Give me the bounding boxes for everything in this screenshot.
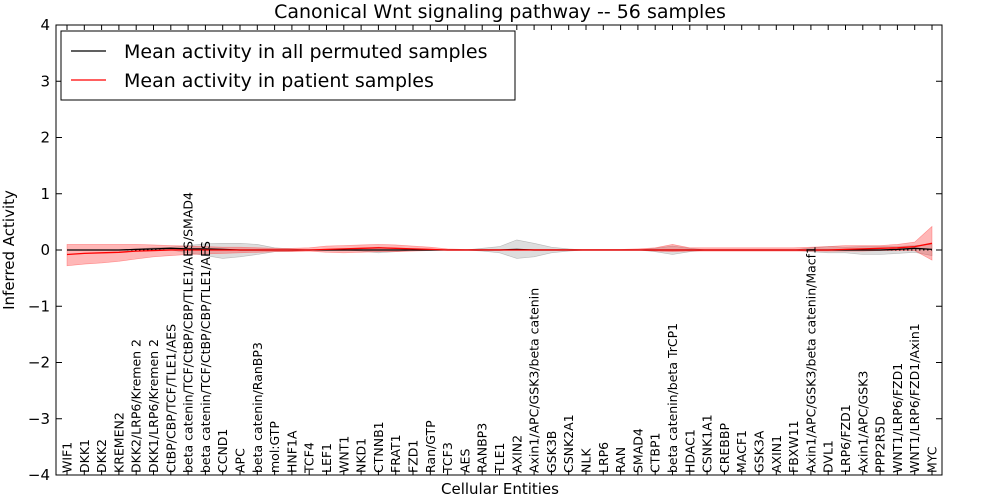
series-lines bbox=[66, 242, 933, 256]
x-tick-label: mol:GTP bbox=[267, 421, 282, 473]
x-tick-label: TCF3 bbox=[440, 442, 455, 474]
x-tick-label: beta catenin/RanBP3 bbox=[250, 342, 265, 473]
x-tick-label: Axin1/APC/GSK3/beta catenin/Macf1 bbox=[803, 246, 818, 473]
y-tick-label: −2 bbox=[28, 354, 50, 372]
x-tick-label: Ran/GTP bbox=[423, 420, 438, 473]
y-ticks: −4 −3 −2 −1 0 1 2 3 4 bbox=[28, 16, 942, 484]
x-tick-label: AXIN2 bbox=[509, 435, 524, 473]
legend: Mean activity in all permuted samples Mea… bbox=[60, 30, 516, 101]
x-tick-label: NLK bbox=[579, 448, 594, 473]
x-tick-label: DKK2/LRP6/Kremen 2 bbox=[129, 339, 144, 473]
x-tick-label: CCND1 bbox=[215, 429, 230, 473]
legend-label-1: Mean activity in all permuted samples bbox=[124, 41, 487, 63]
x-tick-label: beta catenin/TCF/CtBP/CBP/TLE1/AES/SMAD4 bbox=[181, 192, 196, 473]
series-line-2 bbox=[66, 242, 933, 256]
x-tick-label: PPP2R5D bbox=[873, 416, 888, 473]
legend-box bbox=[60, 30, 516, 101]
x-tick-label: WIF1 bbox=[60, 442, 75, 473]
x-tick-label: TCF4 bbox=[302, 442, 317, 474]
x-tick-label: DKK2 bbox=[94, 439, 109, 473]
x-ticks: WIF1 DKK1 DKK2 KREMEN2 DKK2/LRP6/Kremen 2 DKK… bbox=[60, 25, 940, 475]
x-tick-label: LRP6/FZD1 bbox=[838, 404, 853, 473]
x-tick-label: CSNK1A1 bbox=[700, 414, 715, 473]
y-tick-label: −1 bbox=[28, 297, 50, 315]
x-tick-label: Axin1/APC/GSK3 bbox=[855, 371, 870, 473]
x-tick-label: AXIN1 bbox=[769, 435, 784, 473]
x-tick-label: LRP6 bbox=[596, 442, 611, 473]
y-tick-label: −4 bbox=[28, 466, 50, 484]
x-tick-label: NKD1 bbox=[354, 438, 369, 473]
y-axis-label: Inferred Activity bbox=[0, 190, 18, 310]
x-tick-label: FRAT1 bbox=[388, 434, 403, 473]
x-tick-label: FZD1 bbox=[406, 440, 421, 473]
x-tick-label: CREBBP bbox=[717, 423, 732, 473]
y-tick-label: 0 bbox=[40, 241, 50, 259]
legend-label-2: Mean activity in patient samples bbox=[124, 70, 434, 92]
confidence-bands bbox=[66, 225, 933, 267]
x-tick-label: WNT1/LRP6/FZD1/Axin1 bbox=[907, 323, 922, 473]
x-tick-label: APC bbox=[233, 448, 248, 473]
x-tick-label: MACF1 bbox=[734, 430, 749, 473]
x-tick-label: HDAC1 bbox=[682, 429, 697, 473]
x-tick-label: GSK3B bbox=[544, 431, 559, 473]
chart-title: Canonical Wnt signaling pathway -- 56 sa… bbox=[274, 1, 726, 23]
y-tick-label: 1 bbox=[40, 185, 50, 203]
y-tick-label: 3 bbox=[40, 72, 50, 90]
y-tick-label: 2 bbox=[40, 129, 50, 147]
x-tick-label: beta catenin/TCF/CtBP/CBP/TLE1/AES bbox=[198, 241, 213, 473]
x-tick-label: Axin1/APC/GSK3/beta catenin bbox=[527, 288, 542, 473]
x-tick-label: RANBP3 bbox=[475, 423, 490, 473]
x-axis-label: Cellular Entities bbox=[441, 480, 559, 498]
x-tick-label: FBXW11 bbox=[786, 420, 801, 473]
y-tick-label: −3 bbox=[28, 410, 50, 428]
x-tick-label: WNT1/LRP6/FZD1 bbox=[890, 363, 905, 473]
x-tick-label: CtBP/CBP/TCF/TLE1/AES bbox=[163, 324, 178, 473]
x-tick-label: LEF1 bbox=[319, 443, 334, 473]
confidence-band-2 bbox=[66, 225, 933, 267]
x-tick-label: DKK1/LRP6/Kremen 2 bbox=[146, 339, 161, 473]
x-tick-label: KREMEN2 bbox=[111, 412, 126, 473]
x-tick-label: GSK3A bbox=[752, 430, 767, 473]
x-tick-label: TLE1 bbox=[492, 443, 507, 474]
x-tick-label: SMAD4 bbox=[630, 428, 645, 473]
x-tick-label: CTNNB1 bbox=[371, 421, 386, 473]
x-tick-label: AES bbox=[457, 449, 472, 473]
x-tick-label: MYC bbox=[925, 446, 940, 473]
x-tick-label: HNF1A bbox=[284, 430, 299, 473]
x-tick-label: WNT1 bbox=[336, 436, 351, 473]
x-tick-label: DVL1 bbox=[821, 440, 836, 473]
y-tick-label: 4 bbox=[40, 16, 50, 34]
x-tick-label: RAN bbox=[613, 447, 628, 473]
x-tick-label: CSNK2A1 bbox=[561, 414, 576, 473]
x-tick-label: CTBP1 bbox=[648, 433, 663, 473]
x-tick-label: beta catenin/beta TrCP1 bbox=[665, 323, 680, 473]
x-tick-label: DKK1 bbox=[77, 439, 92, 473]
